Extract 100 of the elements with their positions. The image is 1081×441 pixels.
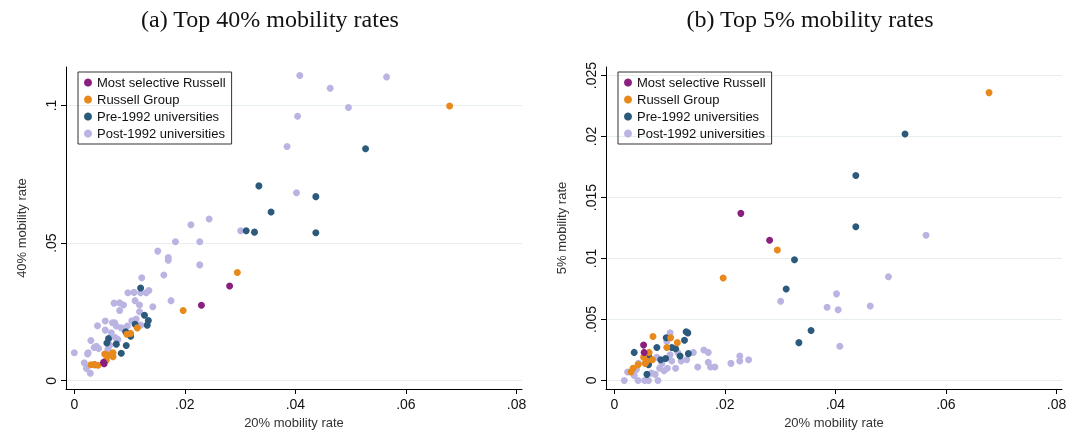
point [362, 145, 370, 153]
point [136, 301, 144, 309]
point [133, 324, 141, 332]
point [790, 256, 798, 264]
point [922, 231, 930, 239]
point [312, 229, 320, 237]
x-tick-label: 0 [610, 396, 619, 412]
x-tick-label: .04 [825, 396, 846, 412]
point [672, 364, 680, 372]
point [196, 238, 204, 246]
y-tick-label: .05 [43, 233, 59, 253]
point [832, 290, 840, 298]
point [87, 337, 95, 345]
point [283, 143, 291, 151]
point [684, 350, 692, 358]
point [101, 317, 109, 325]
point [654, 376, 662, 384]
point [196, 261, 204, 269]
y-tick-label: .005 [583, 305, 599, 334]
point [137, 284, 145, 292]
y-tick-label: .1 [43, 99, 59, 112]
point [117, 349, 125, 357]
point [205, 215, 213, 223]
point [167, 297, 175, 305]
x-tick-label: .06 [396, 396, 416, 412]
point [777, 297, 785, 305]
x-tick-label: .08 [1046, 396, 1067, 412]
legend-label: Post-1992 universities [97, 126, 226, 141]
point [292, 189, 300, 197]
point [706, 363, 714, 371]
point [663, 344, 671, 352]
y-axis-title: 40% mobility rate [14, 178, 29, 278]
legend-label: Pre-1992 universities [637, 109, 760, 124]
point [643, 370, 651, 378]
point [187, 221, 195, 229]
point [140, 311, 148, 319]
point [446, 102, 454, 110]
point [143, 321, 151, 329]
point [131, 297, 139, 305]
point [834, 306, 842, 314]
point [620, 376, 628, 384]
point [154, 247, 162, 255]
point [383, 73, 391, 81]
chart-title: (b) Top 5% mobility rates [686, 6, 934, 32]
point [985, 89, 993, 97]
chart-title: (a) Top 40% mobility rates [141, 6, 399, 32]
legend-label: Pre-1992 universities [97, 109, 220, 124]
point [171, 238, 179, 246]
point [116, 307, 124, 315]
legend-label: Post-1992 universities [637, 126, 766, 141]
y-tick-label: .01 [583, 248, 599, 269]
point [312, 193, 320, 201]
point [138, 274, 146, 282]
point [122, 342, 130, 350]
point [250, 228, 258, 236]
point [123, 322, 131, 330]
point [727, 359, 735, 367]
point [836, 342, 844, 350]
point [662, 355, 670, 363]
point [86, 369, 94, 377]
point [852, 172, 860, 180]
y-tick-label: .025 [583, 61, 599, 90]
point [694, 363, 702, 371]
point [773, 246, 781, 254]
point [745, 356, 753, 364]
point [130, 288, 138, 296]
point [782, 285, 790, 293]
point [326, 84, 334, 92]
point [640, 341, 648, 349]
point [640, 348, 648, 356]
point [226, 282, 234, 290]
point [807, 326, 815, 334]
x-tick-label: .02 [715, 396, 735, 412]
x-axis-title: 20% mobility rate [784, 414, 884, 430]
y-tick-label: 0 [43, 376, 59, 385]
y-tick-label: .015 [583, 183, 599, 212]
legend-label: Russell Group [637, 92, 720, 107]
point [823, 303, 831, 311]
point [94, 322, 102, 330]
x-tick-label: .06 [936, 396, 956, 412]
x-axis-title: 20% mobility rate [244, 414, 344, 430]
point [736, 357, 744, 365]
point [866, 302, 874, 310]
x-tick-label: 0 [70, 396, 79, 412]
point [653, 344, 661, 352]
point [852, 223, 860, 231]
point [160, 271, 168, 279]
point [296, 72, 304, 80]
x-tick-label: .02 [175, 396, 195, 412]
point [680, 336, 688, 344]
point [667, 334, 675, 342]
y-tick-label: .02 [583, 126, 599, 147]
point [255, 182, 263, 190]
point [80, 359, 88, 367]
point [683, 356, 691, 364]
point [630, 348, 638, 356]
x-tick-label: .04 [285, 396, 306, 412]
point [237, 227, 245, 235]
point [70, 349, 78, 357]
legend-label: Most selective Russell [97, 75, 226, 90]
